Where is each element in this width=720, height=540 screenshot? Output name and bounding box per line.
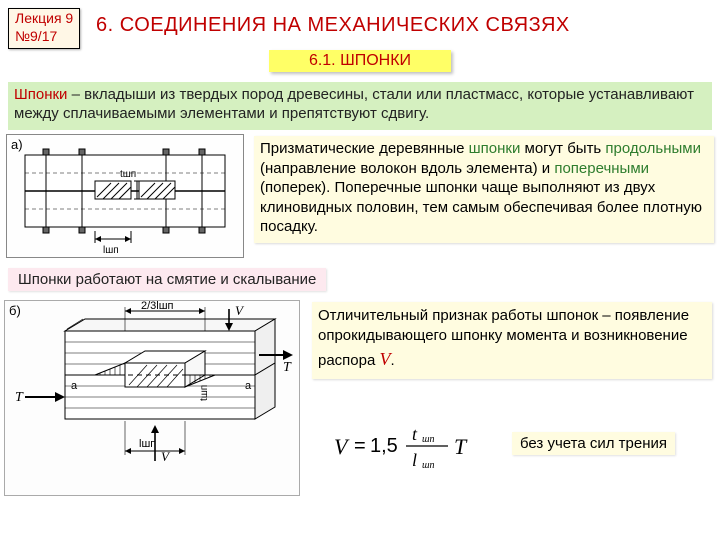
figure-b-a-right: a — [245, 380, 252, 392]
para-a-mid1: могут быть — [520, 140, 605, 157]
figure-b-t-label: tшп — [199, 385, 210, 401]
section-subtitle: 6.1. ШПОНКИ — [269, 50, 451, 72]
formula-num-sub: шп — [422, 434, 435, 445]
formula-T: T — [454, 434, 468, 459]
subtitle-row: 6.1. ШПОНКИ — [0, 50, 720, 72]
figure-b-T-right: T — [283, 360, 292, 375]
lecture-line1: Лекция 9 — [15, 10, 73, 28]
formula-num: t — [412, 424, 418, 444]
formula-eq: = — [354, 435, 366, 457]
page-title: 6. СОЕДИНЕНИЯ НА МЕХАНИЧЕСКИХ СВЯЗЯХ — [96, 14, 570, 37]
figure-b-T-left: T — [15, 390, 24, 405]
para-b-V: V — [380, 349, 391, 369]
para-b-t2: . — [391, 352, 395, 369]
figure-a-label: а) — [11, 137, 23, 152]
figure-b: б) T T V V — [4, 300, 300, 496]
formula-den: l — [412, 450, 417, 470]
figure-b-V-top: V — [235, 303, 245, 318]
para-b-t1: Отличительный признак работы шпонок – по… — [318, 307, 689, 369]
para-a-kw-long: продольными — [605, 140, 701, 157]
formula-coef: 1,5 — [370, 435, 398, 457]
friction-note: без учета сил трения — [512, 432, 675, 455]
figure-b-label: б) — [9, 303, 21, 318]
para-a-tail: (поперек). Поперечные шпонки чаще выполн… — [260, 179, 702, 235]
para-a-kw-transv: поперечными — [554, 160, 649, 177]
figure-a-t-label: tшп — [120, 169, 136, 180]
figure-a: а) tшп lшп — [6, 134, 244, 258]
lecture-line2: №9/17 — [15, 28, 73, 46]
paragraph-a: Призматические деревянные шпонки могут б… — [254, 136, 714, 243]
para-a-mid2: (направление волокон вдоль элемента) и — [260, 160, 554, 177]
definition-block: Шпонки – вкладыши из твердых пород древе… — [8, 82, 712, 130]
lecture-box: Лекция 9 №9/17 — [8, 8, 80, 49]
para-a-pre: Призматические деревянные — [260, 140, 469, 157]
formula-den-sub: шп — [422, 460, 435, 471]
figure-b-a-left: a — [71, 380, 78, 392]
figure-b-l-label: lшп — [139, 438, 156, 450]
work-line: Шпонки работают на смятие и скалывание — [8, 268, 326, 291]
definition-keyword: Шпонки — [14, 86, 67, 103]
para-a-kw-shponki: шпонки — [469, 140, 521, 157]
definition-text: – вкладыши из твердых пород древесины, с… — [14, 86, 694, 122]
paragraph-b: Отличительный признак работы шпонок – по… — [312, 302, 712, 379]
figure-b-top-dim: 2/3lшп — [141, 301, 174, 312]
formula-V: V — [334, 434, 350, 459]
figure-a-l-label: lшп — [103, 245, 119, 256]
formula: V = 1,5 t шп l шп T — [330, 418, 500, 474]
